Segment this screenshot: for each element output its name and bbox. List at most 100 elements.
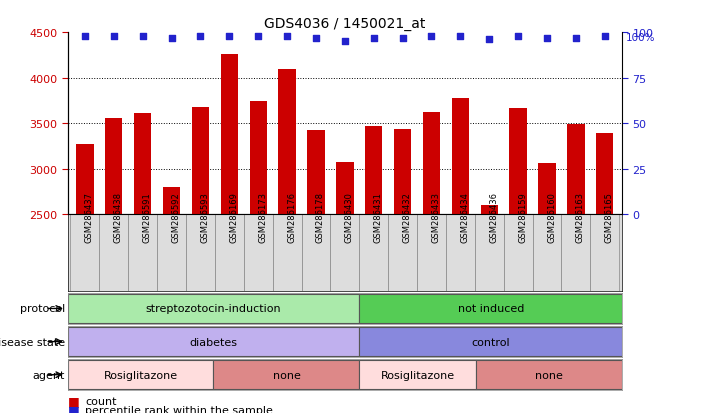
Text: GSM286591: GSM286591 — [143, 192, 151, 242]
Text: GSM286434: GSM286434 — [461, 192, 469, 242]
Point — [483, 37, 495, 44]
Text: GSM286159: GSM286159 — [518, 192, 527, 242]
Text: diabetes: diabetes — [190, 337, 237, 347]
Point — [339, 39, 351, 45]
Bar — [451, 98, 469, 413]
FancyBboxPatch shape — [360, 361, 476, 389]
FancyBboxPatch shape — [301, 215, 331, 291]
FancyBboxPatch shape — [562, 215, 590, 291]
Text: Rosiglitazone: Rosiglitazone — [381, 370, 455, 380]
Bar — [567, 125, 584, 413]
Point — [541, 35, 552, 42]
Text: none: none — [535, 370, 563, 380]
FancyBboxPatch shape — [503, 215, 533, 291]
FancyBboxPatch shape — [331, 215, 359, 291]
Text: disease state: disease state — [0, 337, 65, 347]
FancyBboxPatch shape — [213, 361, 360, 389]
Text: GSM286163: GSM286163 — [576, 192, 585, 242]
FancyBboxPatch shape — [590, 215, 619, 291]
Point — [108, 33, 119, 40]
FancyBboxPatch shape — [68, 294, 360, 323]
FancyBboxPatch shape — [360, 294, 622, 323]
Text: GSM286593: GSM286593 — [201, 192, 210, 242]
FancyBboxPatch shape — [475, 215, 503, 291]
FancyBboxPatch shape — [157, 215, 186, 291]
Bar — [394, 129, 411, 413]
Text: agent: agent — [33, 370, 65, 380]
Bar — [596, 134, 614, 413]
Point — [455, 33, 466, 40]
FancyBboxPatch shape — [70, 215, 100, 291]
FancyBboxPatch shape — [186, 215, 215, 291]
Bar — [423, 113, 440, 413]
Text: GSM286592: GSM286592 — [171, 192, 181, 242]
FancyBboxPatch shape — [244, 215, 272, 291]
FancyBboxPatch shape — [417, 215, 446, 291]
FancyBboxPatch shape — [476, 361, 622, 389]
Point — [570, 35, 582, 42]
Point — [426, 33, 437, 40]
Text: GSM286433: GSM286433 — [432, 192, 441, 242]
Text: GSM286436: GSM286436 — [489, 192, 498, 242]
Bar — [76, 145, 94, 413]
Bar — [510, 109, 527, 413]
Text: GSM286165: GSM286165 — [605, 192, 614, 242]
Text: GSM286169: GSM286169 — [229, 192, 238, 242]
Text: GSM286437: GSM286437 — [85, 192, 94, 242]
Text: GSM286432: GSM286432 — [402, 192, 412, 242]
Bar — [192, 107, 209, 413]
Text: protocol: protocol — [19, 304, 65, 314]
Bar — [279, 69, 296, 413]
Point — [310, 35, 321, 42]
Text: Rosiglitazone: Rosiglitazone — [104, 370, 178, 380]
Text: ■: ■ — [68, 394, 80, 407]
FancyBboxPatch shape — [388, 215, 417, 291]
Text: none: none — [272, 370, 300, 380]
Bar — [250, 102, 267, 413]
FancyBboxPatch shape — [100, 215, 128, 291]
Text: streptozotocin-induction: streptozotocin-induction — [146, 304, 282, 314]
Text: GSM286178: GSM286178 — [316, 192, 325, 242]
Point — [397, 35, 408, 42]
Text: GSM286176: GSM286176 — [287, 192, 296, 242]
Text: GDS4036 / 1450021_at: GDS4036 / 1450021_at — [264, 17, 425, 31]
Point — [195, 33, 206, 40]
Point — [599, 33, 611, 40]
Text: percentile rank within the sample: percentile rank within the sample — [85, 405, 273, 413]
Text: control: control — [471, 337, 510, 347]
Point — [368, 35, 380, 42]
Bar — [365, 127, 383, 413]
Text: ■: ■ — [68, 403, 80, 413]
Bar — [220, 55, 238, 413]
Text: GSM286438: GSM286438 — [114, 192, 123, 242]
FancyBboxPatch shape — [272, 215, 301, 291]
Bar — [538, 164, 556, 413]
FancyBboxPatch shape — [68, 361, 213, 389]
FancyBboxPatch shape — [533, 215, 562, 291]
Text: GSM286431: GSM286431 — [374, 192, 383, 242]
Bar — [336, 163, 353, 413]
Bar — [481, 206, 498, 413]
FancyBboxPatch shape — [68, 328, 360, 356]
FancyBboxPatch shape — [446, 215, 475, 291]
Point — [166, 35, 177, 42]
Point — [252, 33, 264, 40]
Point — [79, 33, 90, 40]
Bar — [163, 188, 180, 413]
FancyBboxPatch shape — [360, 328, 622, 356]
Text: 100%: 100% — [626, 33, 655, 43]
Point — [513, 33, 524, 40]
FancyBboxPatch shape — [215, 215, 244, 291]
FancyBboxPatch shape — [128, 215, 157, 291]
FancyBboxPatch shape — [359, 215, 388, 291]
Point — [223, 33, 235, 40]
Bar — [105, 119, 122, 413]
Text: GSM286430: GSM286430 — [345, 192, 354, 242]
Point — [282, 33, 293, 40]
Text: not induced: not induced — [458, 304, 524, 314]
Bar — [134, 114, 151, 413]
Text: count: count — [85, 396, 117, 406]
Text: GSM286160: GSM286160 — [547, 192, 556, 242]
Bar — [307, 130, 325, 413]
Text: GSM286173: GSM286173 — [258, 192, 267, 242]
